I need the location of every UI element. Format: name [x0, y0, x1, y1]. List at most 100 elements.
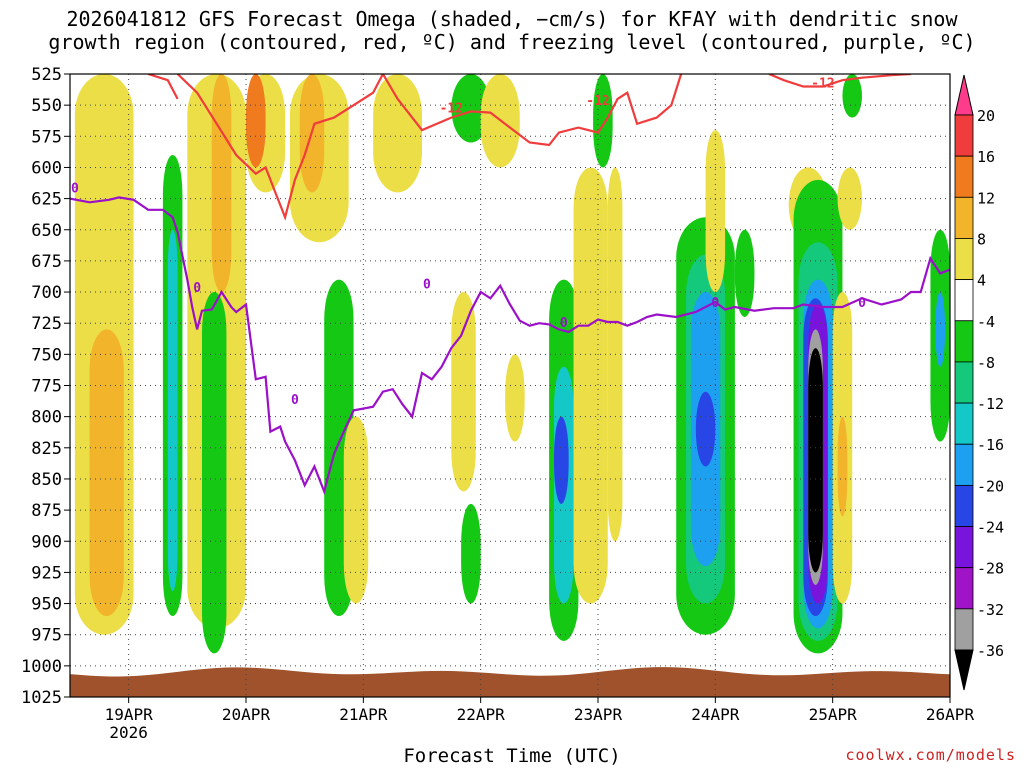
y-tick-label: 700: [31, 283, 62, 303]
colorbar-label: -4: [977, 313, 995, 331]
colorbar-segment: [954, 567, 974, 610]
colorbar-label: 4: [977, 272, 986, 290]
colorbar-label: 20: [977, 107, 995, 125]
omega-shaded-region: [695, 391, 716, 467]
x-tick-label: 26APR: [926, 705, 975, 724]
ground-terrain: [70, 667, 950, 697]
y-tick-label: 1025: [21, 688, 62, 708]
omega-shaded-region: [211, 74, 232, 293]
colorbar-label: -36: [977, 642, 1004, 660]
y-tick-label: 850: [31, 470, 62, 490]
omega-shaded-region: [734, 229, 755, 317]
colorbar-label: -16: [977, 436, 1004, 454]
freezing-level-label: 0: [291, 393, 299, 408]
y-tick-label: 900: [31, 532, 62, 552]
dgz-contour-label: -12: [586, 94, 609, 109]
omega-shaded-region: [451, 292, 476, 492]
y-tick-label: 725: [31, 314, 62, 334]
colorbar-segment: [954, 196, 974, 239]
colorbar-label: -12: [977, 395, 1004, 413]
dgz-contour-label: -12: [440, 102, 463, 117]
freezing-level-label: 0: [858, 296, 866, 311]
y-tick-label: 625: [31, 190, 62, 210]
freezing-level-label: 0: [193, 281, 201, 296]
omega-shaded-region: [343, 416, 369, 604]
chart-title-line-1: 2026041812 GFS Forecast Omega (shaded, −…: [66, 7, 958, 31]
x-tick-label: 23APR: [574, 705, 623, 724]
x-tick-label: 22APR: [457, 705, 506, 724]
dgz-contour-line: [147, 74, 179, 100]
omega-shaded-region: [935, 292, 946, 367]
dgz-contour-line: [381, 74, 683, 147]
y-tick-label: 525: [31, 65, 62, 85]
y-tick-label: 575: [31, 127, 62, 147]
colorbar-segment: [954, 114, 974, 157]
colorbar-label: 8: [977, 230, 986, 248]
chart-title-line-2: growth region (contoured, red, ºC) and f…: [48, 30, 976, 54]
omega-shaded-region: [593, 74, 613, 168]
x-tick-year-label: 2026: [109, 723, 148, 742]
y-tick-label: 1000: [21, 657, 62, 677]
y-tick-label: 675: [31, 252, 62, 272]
freezing-level-label: 0: [560, 316, 568, 331]
colorbar-segment: [954, 320, 974, 363]
colorbar-segment: [954, 608, 974, 651]
colorbar-label: -20: [977, 477, 1004, 495]
colorbar-segment: [954, 402, 974, 445]
omega-shaded-region: [808, 348, 823, 573]
colorbar-segment: [954, 443, 974, 486]
dgz-contour-label: -12: [811, 77, 834, 92]
y-tick-label: 600: [31, 158, 62, 178]
y-tick-label: 875: [31, 501, 62, 521]
dgz-contour-line: [176, 74, 384, 221]
freezing-level-label: 0: [71, 181, 79, 196]
colorbar-label: -28: [977, 560, 1004, 578]
freezing-level-contour: [70, 196, 950, 495]
omega-shaded-region: [167, 229, 178, 592]
omega-shaded-region: [246, 74, 266, 168]
colorbar-segment: [954, 238, 974, 281]
omega-shaded-region: [837, 167, 862, 230]
omega-shaded-region: [837, 416, 848, 517]
omega-shaded-region: [705, 130, 726, 293]
freezing-level-label: 0: [423, 277, 431, 292]
y-tick-label: 650: [31, 221, 62, 241]
colorbar-min-arrow: [954, 649, 974, 691]
y-tick-label: 925: [31, 563, 62, 583]
y-tick-label: 550: [31, 96, 62, 116]
colorbar-label: -24: [977, 519, 1004, 537]
y-tick-label: 825: [31, 439, 62, 459]
y-tick-label: 750: [31, 345, 62, 365]
x-tick-label: 24APR: [691, 705, 740, 724]
omega-shaded-region: [842, 74, 862, 118]
colorbar-segment: [954, 526, 974, 569]
dgz-contour-line: [768, 74, 911, 88]
y-tick-label: 775: [31, 377, 62, 397]
colorbar-label: 16: [977, 148, 995, 166]
omega-shaded-region: [554, 416, 569, 504]
colorbar-label: -8: [977, 354, 995, 372]
x-tick-label: 20APR: [222, 705, 271, 724]
y-tick-label: 975: [31, 626, 62, 646]
x-tick-label: 21APR: [339, 705, 388, 724]
x-tick-label: 19APR: [105, 705, 154, 724]
omega-shaded-region: [202, 292, 227, 654]
colorbar-segment: [954, 279, 974, 322]
x-axis-title: Forecast Time (UTC): [403, 745, 621, 767]
site-credit[interactable]: coolwx.com/models: [845, 746, 1016, 764]
colorbar-segment: [954, 484, 974, 527]
freezing-level-label: 0: [711, 296, 719, 311]
colorbar-max-arrow: [954, 74, 974, 116]
y-tick-label: 800: [31, 408, 62, 428]
y-tick-label: 950: [31, 595, 62, 615]
omega-shaded-region: [89, 329, 124, 617]
colorbar-label: -32: [977, 601, 1004, 619]
colorbar-segment: [954, 361, 974, 404]
x-tick-label: 25APR: [809, 705, 858, 724]
omega-shaded-region: [373, 74, 422, 193]
omega-shaded-region: [505, 354, 525, 442]
colorbar-label: 12: [977, 189, 995, 207]
omega-shaded-region: [461, 503, 481, 604]
colorbar-segment: [954, 155, 974, 198]
